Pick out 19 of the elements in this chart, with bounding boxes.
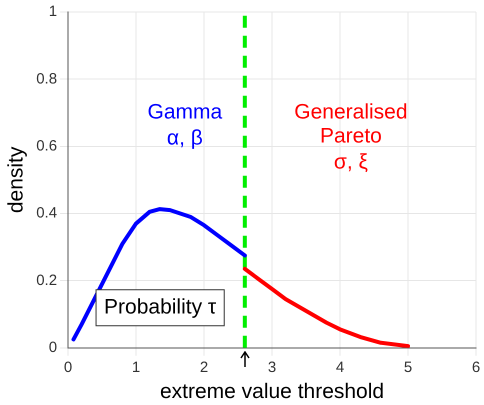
x-tick-label: 5	[404, 358, 412, 376]
x-tick-label: 1	[132, 358, 140, 376]
x-tick-label: 4	[336, 358, 344, 376]
annotation: α, β	[166, 126, 203, 150]
y-tick-label: 0.2	[36, 272, 58, 289]
text: Gamma	[148, 100, 223, 124]
x-axis-title: extreme value threshold	[160, 380, 384, 404]
annotation: σ, ξ	[334, 150, 368, 174]
x-tick-label: 3	[268, 358, 276, 376]
y-tick-label: 0	[48, 338, 58, 356]
x-tick-label: 2	[200, 358, 208, 376]
y-tick-label: 0.4	[36, 204, 58, 222]
y-tick-label: 0.8	[36, 70, 58, 88]
y-tick-label: 1	[48, 3, 58, 20]
x-tick-label: 0	[64, 358, 72, 376]
x-tick-label: 6	[472, 358, 480, 376]
y-axis-title: density	[4, 146, 28, 214]
y-tick-label: 0.6	[36, 137, 58, 154]
annotation: Probability τ	[104, 296, 217, 319]
